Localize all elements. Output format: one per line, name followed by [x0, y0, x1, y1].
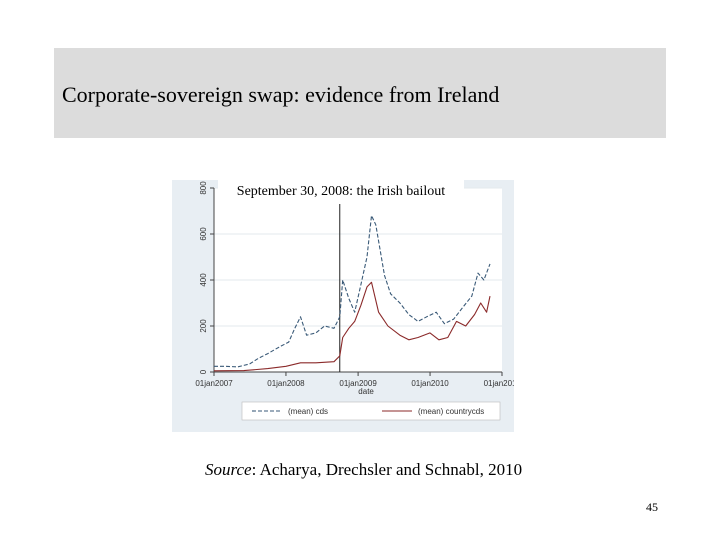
y-tick-label: 800 [199, 181, 208, 195]
y-tick-label: 200 [199, 319, 208, 333]
series-line-0 [214, 215, 491, 368]
x-tick-label: 01jan2007 [195, 379, 233, 388]
slide-title: Corporate-sovereign swap: evidence from … [62, 82, 500, 107]
x-tick-label: 01jan2008 [267, 379, 305, 388]
bailout-annotation: September 30, 2008: the Irish bailout [218, 180, 464, 204]
x-axis-title: date [358, 387, 374, 396]
cds-line-chart: 0 200 400 600 800 01jan2007 01jan2008 01jan2009… [195, 181, 514, 421]
y-tick-label: 0 [199, 369, 208, 374]
legend-label: (mean) countrycds [418, 407, 484, 416]
page-number: 45 [646, 500, 658, 514]
legend-label: (mean) cds [288, 407, 328, 416]
source-label: Source [205, 460, 252, 479]
y-tick-label: 400 [199, 273, 208, 287]
x-tick-label: 01jan2010 [411, 379, 449, 388]
source-citation: Source: Acharya, Drechsler and Schnabl, … [205, 460, 522, 480]
source-text: : Acharya, Drechsler and Schnabl, 2010 [251, 460, 523, 479]
y-tick-label: 600 [199, 227, 208, 241]
legend-box [241, 401, 501, 421]
series-line-1 [213, 281, 491, 372]
x-tick-label: 01jan2009 [339, 379, 377, 388]
title-band [54, 48, 666, 138]
x-tick-label: 01jan2011 [484, 379, 514, 388]
